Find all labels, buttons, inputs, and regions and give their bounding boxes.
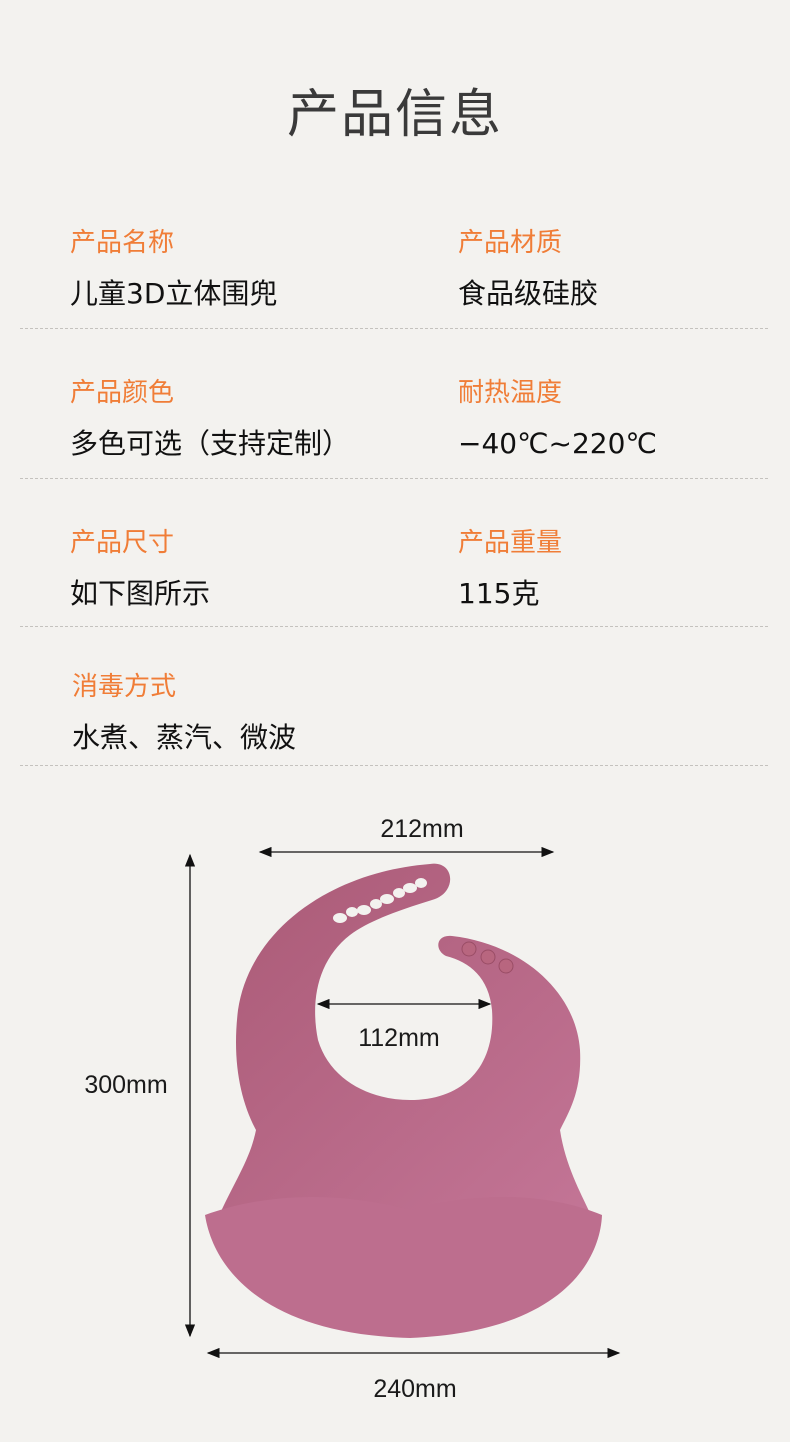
spec-label: 产品尺寸	[70, 528, 175, 558]
spec-value: 115克	[458, 577, 540, 610]
divider	[20, 765, 768, 766]
spec-value: 多色可选（支持定制）	[70, 427, 351, 460]
spec-value: 儿童3D立体围兜	[70, 277, 278, 310]
bottom-width-label: 240mm	[373, 1375, 456, 1403]
snap-buttons	[461, 941, 514, 974]
spec-label: 耐热温度	[458, 378, 563, 408]
spec-label: 产品材质	[458, 228, 563, 258]
bib-body	[218, 863, 592, 1218]
bib-pocket	[205, 1196, 602, 1338]
divider	[20, 478, 768, 479]
spec-label: 产品颜色	[70, 378, 175, 408]
page-title: 产品信息	[286, 85, 503, 145]
spec-color: 产品颜色 多色可选（支持定制）	[70, 378, 350, 460]
spec-value: 水煮、蒸汽、微波	[72, 721, 297, 754]
spec-product-name: 产品名称 儿童3D立体围兜	[70, 228, 277, 310]
spec-label: 消毒方式	[72, 672, 177, 702]
spec-value: 食品级硅胶	[458, 277, 599, 310]
neck-width-label: 112mm	[358, 1024, 440, 1052]
height-label: 300mm	[84, 1071, 167, 1099]
spec-material: 产品材质 食品级硅胶	[458, 228, 598, 310]
spec-sterilization: 消毒方式 水煮、蒸汽、微波	[72, 672, 296, 754]
spec-label: 产品名称	[70, 228, 175, 258]
spec-label: 产品重量	[458, 528, 563, 558]
top-width-label: 212mm	[380, 815, 463, 843]
divider	[20, 626, 768, 627]
divider	[20, 328, 768, 329]
spec-heat-resistance: 耐热温度 −40℃~220℃	[458, 378, 657, 460]
spec-weight: 产品重量 115克	[458, 528, 562, 610]
strap-holes	[333, 878, 427, 923]
spec-size: 产品尺寸 如下图所示	[70, 528, 210, 610]
spec-value: 如下图所示	[70, 577, 211, 610]
spec-value: −40℃~220℃	[458, 427, 657, 460]
